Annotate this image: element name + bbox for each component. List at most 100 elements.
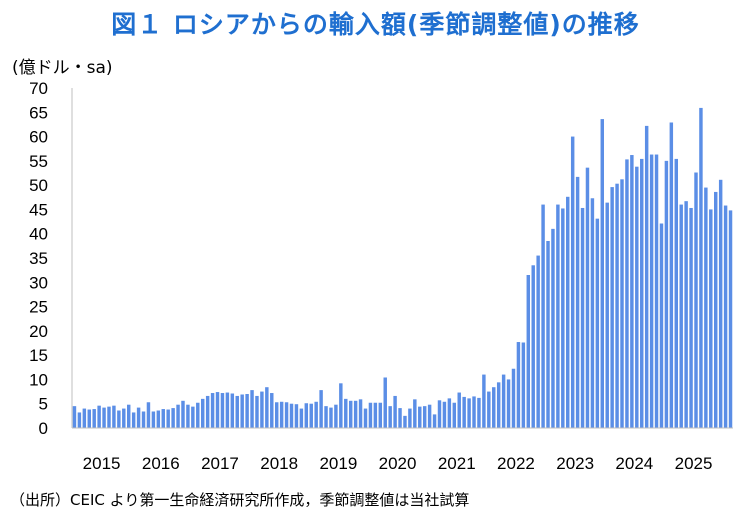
bar xyxy=(156,410,161,428)
bar xyxy=(566,196,570,428)
bar xyxy=(181,400,185,428)
bar xyxy=(92,409,96,428)
bar xyxy=(615,183,619,428)
bar xyxy=(447,398,452,428)
bar xyxy=(102,407,106,428)
bar xyxy=(289,403,294,428)
bar xyxy=(506,379,511,428)
bar xyxy=(654,154,659,429)
bar xyxy=(684,201,688,428)
bar xyxy=(299,408,304,428)
bar xyxy=(422,406,427,428)
bar xyxy=(358,399,363,428)
bar xyxy=(462,396,466,428)
x-tick-label: 2018 xyxy=(260,454,298,473)
bar xyxy=(570,136,575,428)
bar xyxy=(265,387,269,428)
bar xyxy=(353,400,358,428)
bar xyxy=(714,191,718,428)
bar xyxy=(215,392,220,428)
y-tick-label: 45 xyxy=(29,200,48,219)
bar xyxy=(595,218,600,428)
y-tick-label: 25 xyxy=(29,298,48,317)
chart-title: 図１ ロシアからの輸入額(季節調整値)の推移 xyxy=(111,10,640,39)
x-tick-label: 2024 xyxy=(615,454,653,473)
bar xyxy=(580,207,585,428)
bar xyxy=(590,198,595,428)
y-tick-label: 50 xyxy=(29,176,48,195)
bar xyxy=(541,204,545,428)
x-tick-label: 2019 xyxy=(319,454,357,473)
bar xyxy=(432,414,437,428)
bar xyxy=(718,179,723,428)
bar xyxy=(551,228,555,428)
bar xyxy=(240,394,244,428)
bar xyxy=(546,241,550,428)
bar xyxy=(521,342,526,428)
bar xyxy=(694,172,698,428)
bar xyxy=(699,107,703,428)
bar xyxy=(77,412,82,428)
bar xyxy=(635,166,639,428)
bar xyxy=(408,408,412,428)
bar xyxy=(348,400,353,428)
bar xyxy=(225,392,230,428)
bar xyxy=(496,382,501,428)
bar xyxy=(403,415,407,428)
bar xyxy=(383,377,387,428)
y-tick-label: 30 xyxy=(29,273,48,292)
bar xyxy=(274,402,279,428)
y-tick-label: 65 xyxy=(29,103,48,122)
source-note: （出所）CEIC より第一生命経済研究所作成，季節調整値は当社試算 xyxy=(10,491,470,509)
bar xyxy=(122,408,126,428)
bar xyxy=(640,158,644,428)
bar xyxy=(689,207,693,428)
bar xyxy=(112,405,116,428)
bar xyxy=(610,187,614,428)
bar xyxy=(457,392,461,428)
bar xyxy=(561,208,565,428)
x-tick-label: 2021 xyxy=(438,454,476,473)
x-tick-label: 2022 xyxy=(497,454,535,473)
bar xyxy=(136,407,141,428)
bar xyxy=(250,390,254,428)
bar xyxy=(664,160,669,429)
x-tick-label: 2025 xyxy=(675,454,713,473)
bar xyxy=(87,409,91,428)
bar xyxy=(131,412,136,428)
bar xyxy=(334,404,338,428)
bar xyxy=(487,391,491,428)
y-axis-label: (億ドル・sa) xyxy=(12,58,113,78)
bar xyxy=(472,396,476,428)
bar xyxy=(649,154,654,429)
bar xyxy=(467,398,471,428)
bar xyxy=(600,119,604,428)
bar xyxy=(235,395,239,428)
bar xyxy=(452,402,457,428)
bar xyxy=(319,390,323,428)
bar xyxy=(324,406,328,428)
bar xyxy=(309,403,313,428)
y-tick-label: 0 xyxy=(39,419,48,438)
bar xyxy=(260,391,264,428)
bar xyxy=(205,395,210,428)
bar xyxy=(141,411,146,428)
bar xyxy=(477,397,481,428)
x-tick-label: 2015 xyxy=(83,454,121,473)
bar xyxy=(585,167,590,428)
x-tick-label: 2023 xyxy=(556,454,594,473)
bar xyxy=(220,393,225,428)
bar xyxy=(171,408,175,428)
bar xyxy=(304,403,309,428)
bar xyxy=(270,393,274,428)
bar xyxy=(329,407,333,428)
bar xyxy=(107,406,111,428)
bar xyxy=(575,176,580,428)
bar xyxy=(72,406,77,428)
bar xyxy=(442,401,447,428)
bar xyxy=(511,368,516,428)
bar xyxy=(427,404,432,428)
bar xyxy=(492,387,496,428)
bar xyxy=(284,402,289,428)
